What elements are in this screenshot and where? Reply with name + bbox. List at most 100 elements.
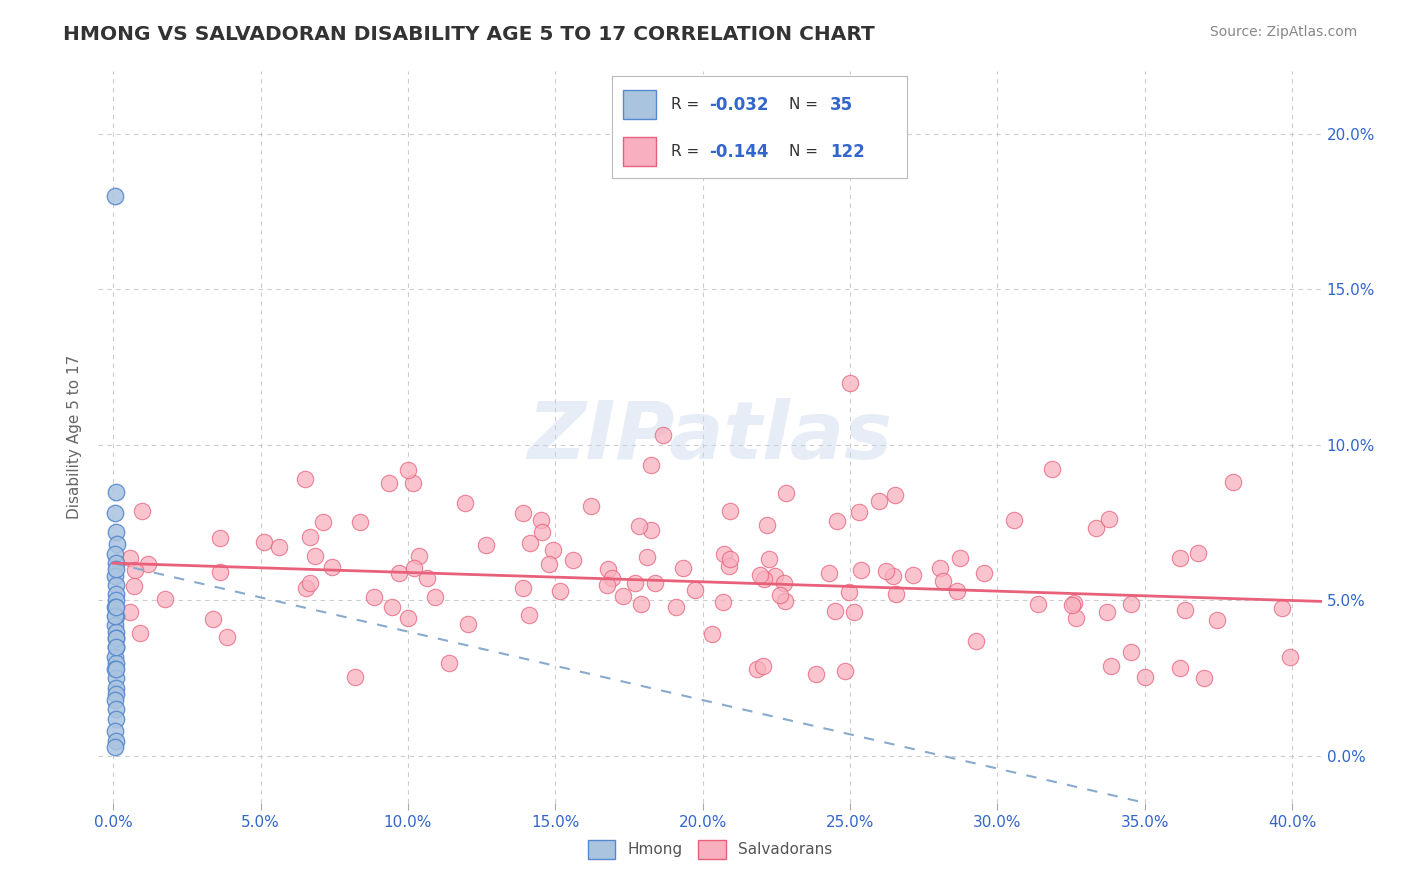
Point [104,739,127,754]
Text: -0.032: -0.032 [709,95,769,113]
Point [711,595,734,609]
Point [627,519,650,533]
Point [538,557,561,571]
Point [105,640,128,655]
Point [153,591,176,606]
Point [1168,551,1191,566]
Point [104,506,127,520]
Point [512,506,534,520]
Point [946,584,969,599]
Point [437,656,460,670]
Point [838,584,860,599]
Point [886,587,908,601]
Point [408,549,430,563]
Point [752,659,775,673]
Point [349,515,371,529]
Point [718,504,741,518]
Point [1187,546,1209,560]
Point [457,616,479,631]
Point [718,552,741,566]
Point [299,576,322,591]
Point [105,484,128,499]
Point [104,587,127,601]
Point [651,428,673,442]
Point [517,608,540,623]
Point [596,578,619,592]
Point [105,624,128,639]
Point [454,495,477,509]
Point [311,515,333,529]
Point [1174,603,1197,617]
Point [718,559,741,574]
Point [713,547,735,561]
Text: Source: ZipAtlas.com: Source: ZipAtlas.com [1209,25,1357,39]
Point [321,560,343,574]
Point [624,576,647,591]
Point [104,609,127,624]
Text: N =: N = [789,97,823,112]
Point [1002,513,1025,527]
Point [875,564,897,578]
Point [702,627,724,641]
Point [754,572,776,586]
Text: 35: 35 [830,95,853,113]
Point [105,562,128,576]
Point [104,524,127,539]
Point [966,634,988,648]
Point [806,667,828,681]
Point [849,563,872,577]
Point [215,630,238,644]
Point [253,535,276,549]
Point [104,702,127,716]
Point [136,557,159,571]
Point [267,541,290,555]
Point [1026,597,1049,611]
Text: -0.144: -0.144 [709,143,769,161]
Point [612,589,634,603]
Point [973,566,995,581]
Point [949,550,972,565]
Point [581,499,603,513]
Point [388,566,411,580]
Point [1278,649,1301,664]
Y-axis label: Disability Age 5 to 17: Disability Age 5 to 17 [67,355,83,519]
Point [131,503,153,517]
Point [120,551,142,566]
Text: HMONG VS SALVADORAN DISABILITY AGE 5 TO 17 CORRELATION CHART: HMONG VS SALVADORAN DISABILITY AGE 5 TO … [63,25,875,44]
Point [519,536,541,550]
Point [1095,605,1118,619]
Point [104,656,127,670]
Point [104,681,127,695]
Point [104,631,127,645]
Point [104,693,127,707]
Text: 122: 122 [830,143,865,161]
Point [1060,598,1083,612]
Point [104,618,127,632]
Point [363,590,385,604]
Text: R =: R = [671,97,704,112]
Point [1063,596,1085,610]
Point [901,568,924,582]
Point [381,600,404,615]
Point [848,505,870,519]
Point [758,552,780,566]
Point [105,593,128,607]
Point [1133,670,1156,684]
Point [512,582,534,596]
Point [104,568,127,582]
Point [1064,611,1087,625]
Point [416,571,439,585]
Point [745,662,768,676]
Point [755,517,778,532]
Point [827,514,849,528]
Point [748,567,770,582]
Point [775,486,797,500]
FancyBboxPatch shape [623,90,655,119]
Point [769,588,792,602]
Point [294,472,316,486]
Point [640,458,662,472]
Point [104,724,127,739]
Point [105,578,128,592]
Point [105,537,128,551]
Point [104,556,127,570]
